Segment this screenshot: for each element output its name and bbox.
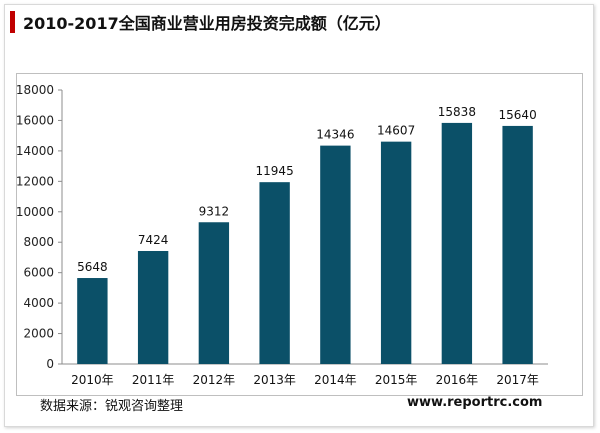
x-tick-label: 2010年	[71, 373, 114, 387]
title-accent-bar	[10, 11, 15, 33]
bar	[502, 125, 533, 365]
x-tick-label: 2015年	[375, 373, 418, 387]
bar	[137, 250, 169, 364]
bar-value-label: 7424	[138, 233, 169, 247]
bar	[380, 141, 412, 364]
y-tick-label: 2000	[23, 327, 54, 341]
source-note: 数据来源：锐观咨询整理	[40, 399, 184, 414]
bar-value-label: 11945	[256, 164, 294, 178]
x-tick-label: 2013年	[253, 373, 296, 387]
bar-value-label: 14607	[377, 124, 415, 138]
bar	[77, 278, 108, 364]
bar	[320, 145, 351, 364]
bar	[441, 122, 473, 364]
website-url[interactable]: www.reportrc.com	[407, 395, 543, 410]
y-tick-label: 0	[46, 357, 54, 371]
bar	[259, 182, 290, 364]
x-tick-label: 2012年	[193, 373, 236, 387]
x-tick-label: 2011年	[132, 373, 175, 387]
y-tick-label: 12000	[16, 174, 54, 188]
x-tick-label: 2016年	[436, 373, 479, 387]
bar	[198, 222, 230, 364]
bar-value-label: 15838	[438, 105, 476, 119]
bar-value-label: 15640	[499, 108, 537, 122]
bar-value-label: 5648	[77, 260, 108, 274]
bar-value-label: 9312	[199, 204, 230, 218]
y-tick-label: 4000	[23, 296, 54, 310]
y-tick-label: 16000	[16, 113, 54, 127]
y-tick-label: 10000	[16, 205, 54, 219]
y-tick-label: 8000	[23, 235, 54, 249]
y-tick-label: 18000	[16, 83, 54, 97]
bar-value-label: 14346	[316, 128, 354, 142]
y-tick-label: 14000	[16, 144, 54, 158]
x-tick-label: 2014年	[314, 373, 357, 387]
y-tick-label: 6000	[23, 266, 54, 280]
x-tick-label: 2017年	[496, 373, 539, 387]
plot-area-border	[16, 73, 583, 396]
chart-title: 2010-2017全国商业营业用房投资完成额（亿元）	[23, 14, 391, 33]
